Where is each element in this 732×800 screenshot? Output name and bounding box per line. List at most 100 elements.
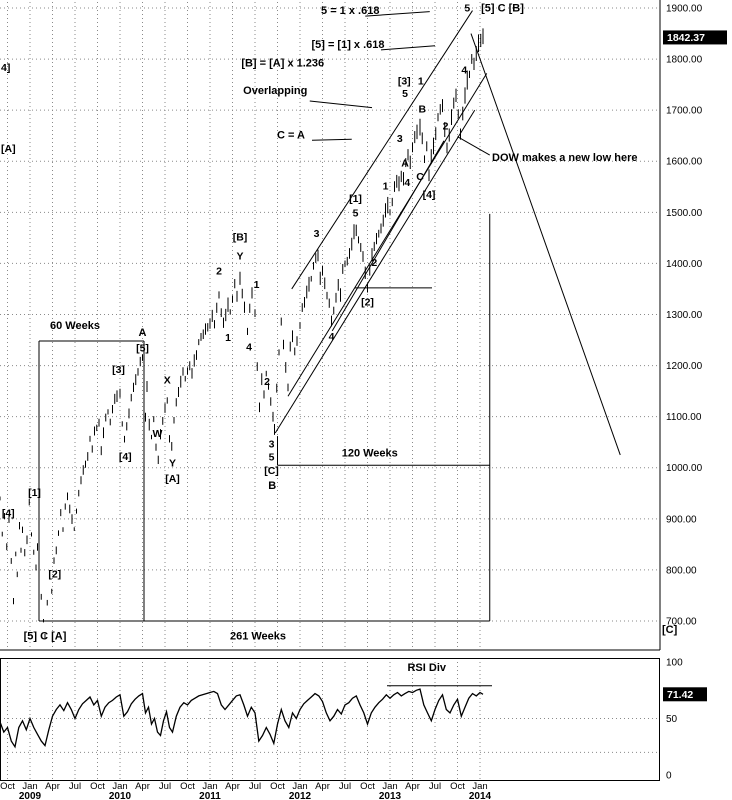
gridlines [0, 2, 660, 780]
annotation-label: C [416, 171, 424, 183]
price-axis-tick-label: 1600.00 [666, 157, 703, 168]
price-axis-tick-label: 900.00 [666, 514, 697, 525]
annotation-label: [A] [1, 143, 16, 155]
price-axis-tick-label: 1300.00 [666, 310, 703, 321]
price-axis-tick-label: 1700.00 [666, 106, 703, 117]
value-tags: 1842.37 71.42 [663, 30, 727, 702]
annotation-label: Y [236, 250, 243, 262]
annotation-label: 2 [264, 376, 270, 388]
trend-line [291, 10, 473, 290]
price-axis-tick-label: 1400.00 [666, 259, 703, 270]
rsi-axis-tick-label: 0 [666, 771, 672, 782]
trend-line [380, 45, 436, 51]
trend-line [457, 136, 490, 156]
annotation-label: [2] [48, 569, 61, 581]
trend-line [311, 138, 352, 141]
annotation-label: [C] [264, 465, 279, 477]
annotation-label: 2 [216, 266, 222, 278]
annotation-label: 5 = 1 x .618 [321, 5, 379, 17]
x-axis-month-label: Oct [270, 781, 285, 792]
price-axis-tick-label: 1800.00 [666, 55, 703, 66]
annotation-label: W [153, 428, 163, 440]
trend-lines [38, 10, 621, 622]
annotation-label: [5] C [A] [24, 630, 67, 642]
annotation-label: 1 [254, 279, 260, 291]
last-value-tag-text: 1842.37 [667, 32, 705, 44]
x-axis-month-label: Oct [180, 781, 195, 792]
x-axis-month-label: Oct [0, 781, 15, 792]
x-axis-month-label: Oct [360, 781, 375, 792]
annotation-label: 3 [314, 228, 320, 240]
annotation-label: 2 [371, 257, 377, 269]
annotation-label: 3 [397, 133, 403, 145]
annotation-label: X [164, 374, 171, 386]
last-value-tag-bg [663, 30, 727, 45]
annotation-label: [4] [2, 507, 15, 519]
trend-line [287, 73, 488, 397]
annotation-label: A [401, 157, 409, 169]
x-axis-month-label: Jan [382, 781, 397, 792]
annotation-label: [B] = [A] x 1.236 [241, 58, 324, 70]
annotation-labels: 5 = 1 x .618 5 [5] C [B] [5] = [1] x .618 [B… [1, 3, 678, 674]
annotation-label: B [268, 480, 276, 492]
trend-line [365, 11, 430, 17]
price-axis-tick-label: 1000.00 [666, 463, 703, 474]
annotation-label: 1 [418, 76, 424, 88]
annotation-label: 4 [329, 331, 335, 343]
annotation-label: B [418, 104, 426, 116]
annotation-label: Y [169, 458, 176, 470]
annotation-label: 3 [269, 438, 275, 450]
annotation-label: 4 [461, 64, 467, 76]
x-axis-month-label: Jul [159, 781, 171, 792]
annotation-label: 4] [1, 62, 10, 74]
annotation-label: RSI Div [407, 662, 446, 674]
x-axis-year-label: 2012 [289, 791, 312, 800]
x-axis-year-label: 2009 [19, 791, 42, 800]
annotation-label: [2] [361, 296, 374, 308]
annotation-label: 5 [353, 207, 359, 219]
annotation-label: C = A [277, 129, 305, 141]
x-axis-month-label: Apr [225, 781, 240, 792]
x-axis-month-label: Jul [69, 781, 81, 792]
x-axis-month-label: Oct [90, 781, 105, 792]
trend-line [470, 33, 621, 456]
x-axis-month-label: Jul [249, 781, 261, 792]
price-axis-tick-label: 700.00 [666, 616, 697, 627]
x-axis-month-label: Apr [45, 781, 60, 792]
x-axis-month-label: Oct [450, 781, 465, 792]
annotation-label: 1 [225, 332, 231, 344]
annotation-label: 120 Weeks [342, 448, 398, 460]
annotation-label: [5] C [B] [481, 3, 524, 15]
x-axis-month-label: Jan [292, 781, 307, 792]
annotation-label: [A] [165, 473, 180, 485]
price-series-bars [0, 28, 484, 639]
annotation-label: 1 [383, 180, 389, 192]
price-axis-tick-label: 800.00 [666, 565, 697, 576]
x-axis-month-label: Jan [472, 781, 487, 792]
rsi-axis-tick-label: 50 [666, 714, 678, 725]
x-axis-month-label: Jan [202, 781, 217, 792]
rsi-series [0, 685, 492, 749]
annotation-label: [1] [349, 193, 362, 205]
x-axis-month-label: Jul [429, 781, 441, 792]
price-axis-tick-label: 1200.00 [666, 361, 703, 372]
annotation-label: 5 [402, 88, 408, 100]
x-axis-month-label: Apr [405, 781, 420, 792]
annotation-label: A [139, 327, 147, 339]
last-value-tag-text: 71.42 [667, 689, 693, 701]
rsi-panel-border [0, 658, 660, 781]
price-axis-tick-label: 1500.00 [666, 208, 703, 219]
annotation-label: [3] [112, 364, 125, 376]
annotation-label: [3] [398, 76, 411, 88]
annotation-label: [5] = [1] x .618 [311, 39, 384, 51]
x-axis-month-label: Jul [339, 781, 351, 792]
trend-line [274, 109, 476, 434]
x-axis-year-label: 2011 [199, 791, 221, 800]
annotation-label: [1] [28, 487, 41, 499]
axes [0, 0, 661, 781]
annotation-label: 5 [464, 3, 470, 15]
last-value-tag-bg [663, 687, 707, 702]
x-axis-month-label: Jan [112, 781, 127, 792]
